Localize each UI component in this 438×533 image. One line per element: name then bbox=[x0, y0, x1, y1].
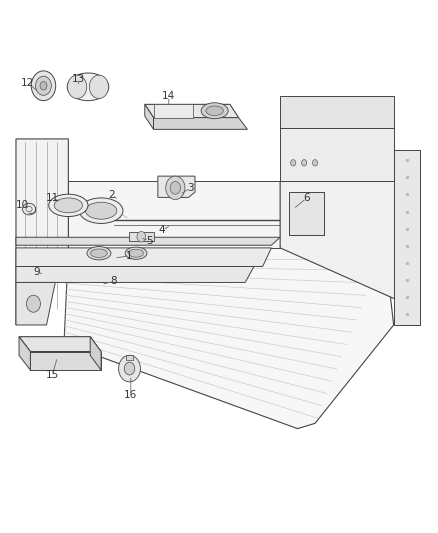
Text: 8: 8 bbox=[110, 277, 117, 286]
Polygon shape bbox=[145, 104, 239, 118]
Ellipse shape bbox=[201, 103, 228, 119]
Circle shape bbox=[166, 176, 185, 199]
Polygon shape bbox=[130, 232, 153, 241]
Circle shape bbox=[312, 160, 318, 166]
Polygon shape bbox=[280, 181, 403, 298]
Circle shape bbox=[119, 356, 141, 382]
Polygon shape bbox=[158, 176, 195, 197]
Polygon shape bbox=[90, 337, 101, 370]
Ellipse shape bbox=[85, 202, 117, 219]
Polygon shape bbox=[16, 248, 272, 266]
Circle shape bbox=[31, 71, 56, 101]
Polygon shape bbox=[280, 96, 394, 128]
Text: 1: 1 bbox=[126, 251, 133, 261]
Polygon shape bbox=[68, 181, 280, 248]
Text: 13: 13 bbox=[72, 75, 85, 84]
Polygon shape bbox=[19, 337, 30, 370]
Ellipse shape bbox=[79, 198, 123, 223]
Circle shape bbox=[170, 181, 180, 194]
Ellipse shape bbox=[91, 249, 107, 257]
Circle shape bbox=[35, 76, 51, 95]
Polygon shape bbox=[280, 128, 394, 181]
Polygon shape bbox=[16, 237, 280, 245]
Ellipse shape bbox=[49, 194, 88, 216]
Circle shape bbox=[89, 75, 109, 99]
Text: 5: 5 bbox=[146, 236, 152, 246]
Polygon shape bbox=[153, 104, 193, 118]
Circle shape bbox=[301, 160, 307, 166]
Circle shape bbox=[67, 75, 87, 99]
Text: 10: 10 bbox=[16, 200, 29, 211]
Text: 3: 3 bbox=[187, 183, 194, 193]
Ellipse shape bbox=[125, 247, 147, 260]
Text: 6: 6 bbox=[303, 193, 310, 204]
Circle shape bbox=[137, 231, 146, 242]
Polygon shape bbox=[16, 282, 55, 325]
Circle shape bbox=[124, 362, 135, 375]
Polygon shape bbox=[126, 355, 133, 360]
Polygon shape bbox=[16, 139, 68, 325]
Text: 16: 16 bbox=[124, 390, 138, 400]
Polygon shape bbox=[145, 104, 153, 130]
Ellipse shape bbox=[87, 247, 111, 260]
Polygon shape bbox=[64, 248, 394, 429]
Ellipse shape bbox=[54, 198, 82, 213]
Ellipse shape bbox=[129, 249, 144, 257]
Text: 11: 11 bbox=[46, 193, 59, 204]
Text: 9: 9 bbox=[33, 267, 40, 277]
Polygon shape bbox=[16, 266, 254, 282]
Polygon shape bbox=[289, 192, 324, 235]
Text: 14: 14 bbox=[162, 91, 175, 101]
Text: 12: 12 bbox=[21, 78, 35, 88]
Ellipse shape bbox=[206, 106, 223, 116]
Circle shape bbox=[26, 295, 40, 312]
Ellipse shape bbox=[67, 73, 109, 101]
Circle shape bbox=[40, 82, 47, 90]
Circle shape bbox=[290, 160, 296, 166]
Text: 2: 2 bbox=[109, 190, 115, 200]
Polygon shape bbox=[153, 118, 247, 130]
Text: 4: 4 bbox=[159, 225, 166, 236]
Polygon shape bbox=[30, 352, 101, 370]
Polygon shape bbox=[19, 337, 101, 352]
Text: 15: 15 bbox=[46, 370, 59, 381]
Polygon shape bbox=[394, 150, 420, 325]
Ellipse shape bbox=[22, 203, 35, 215]
